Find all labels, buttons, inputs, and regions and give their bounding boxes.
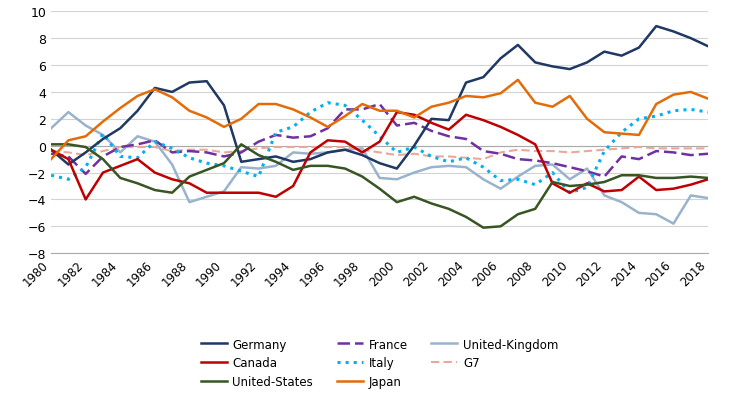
Legend: Germany, Canada, United-States, France, Italy, Japan, United-Kingdom, G7: Germany, Canada, United-States, France, … <box>195 332 564 394</box>
